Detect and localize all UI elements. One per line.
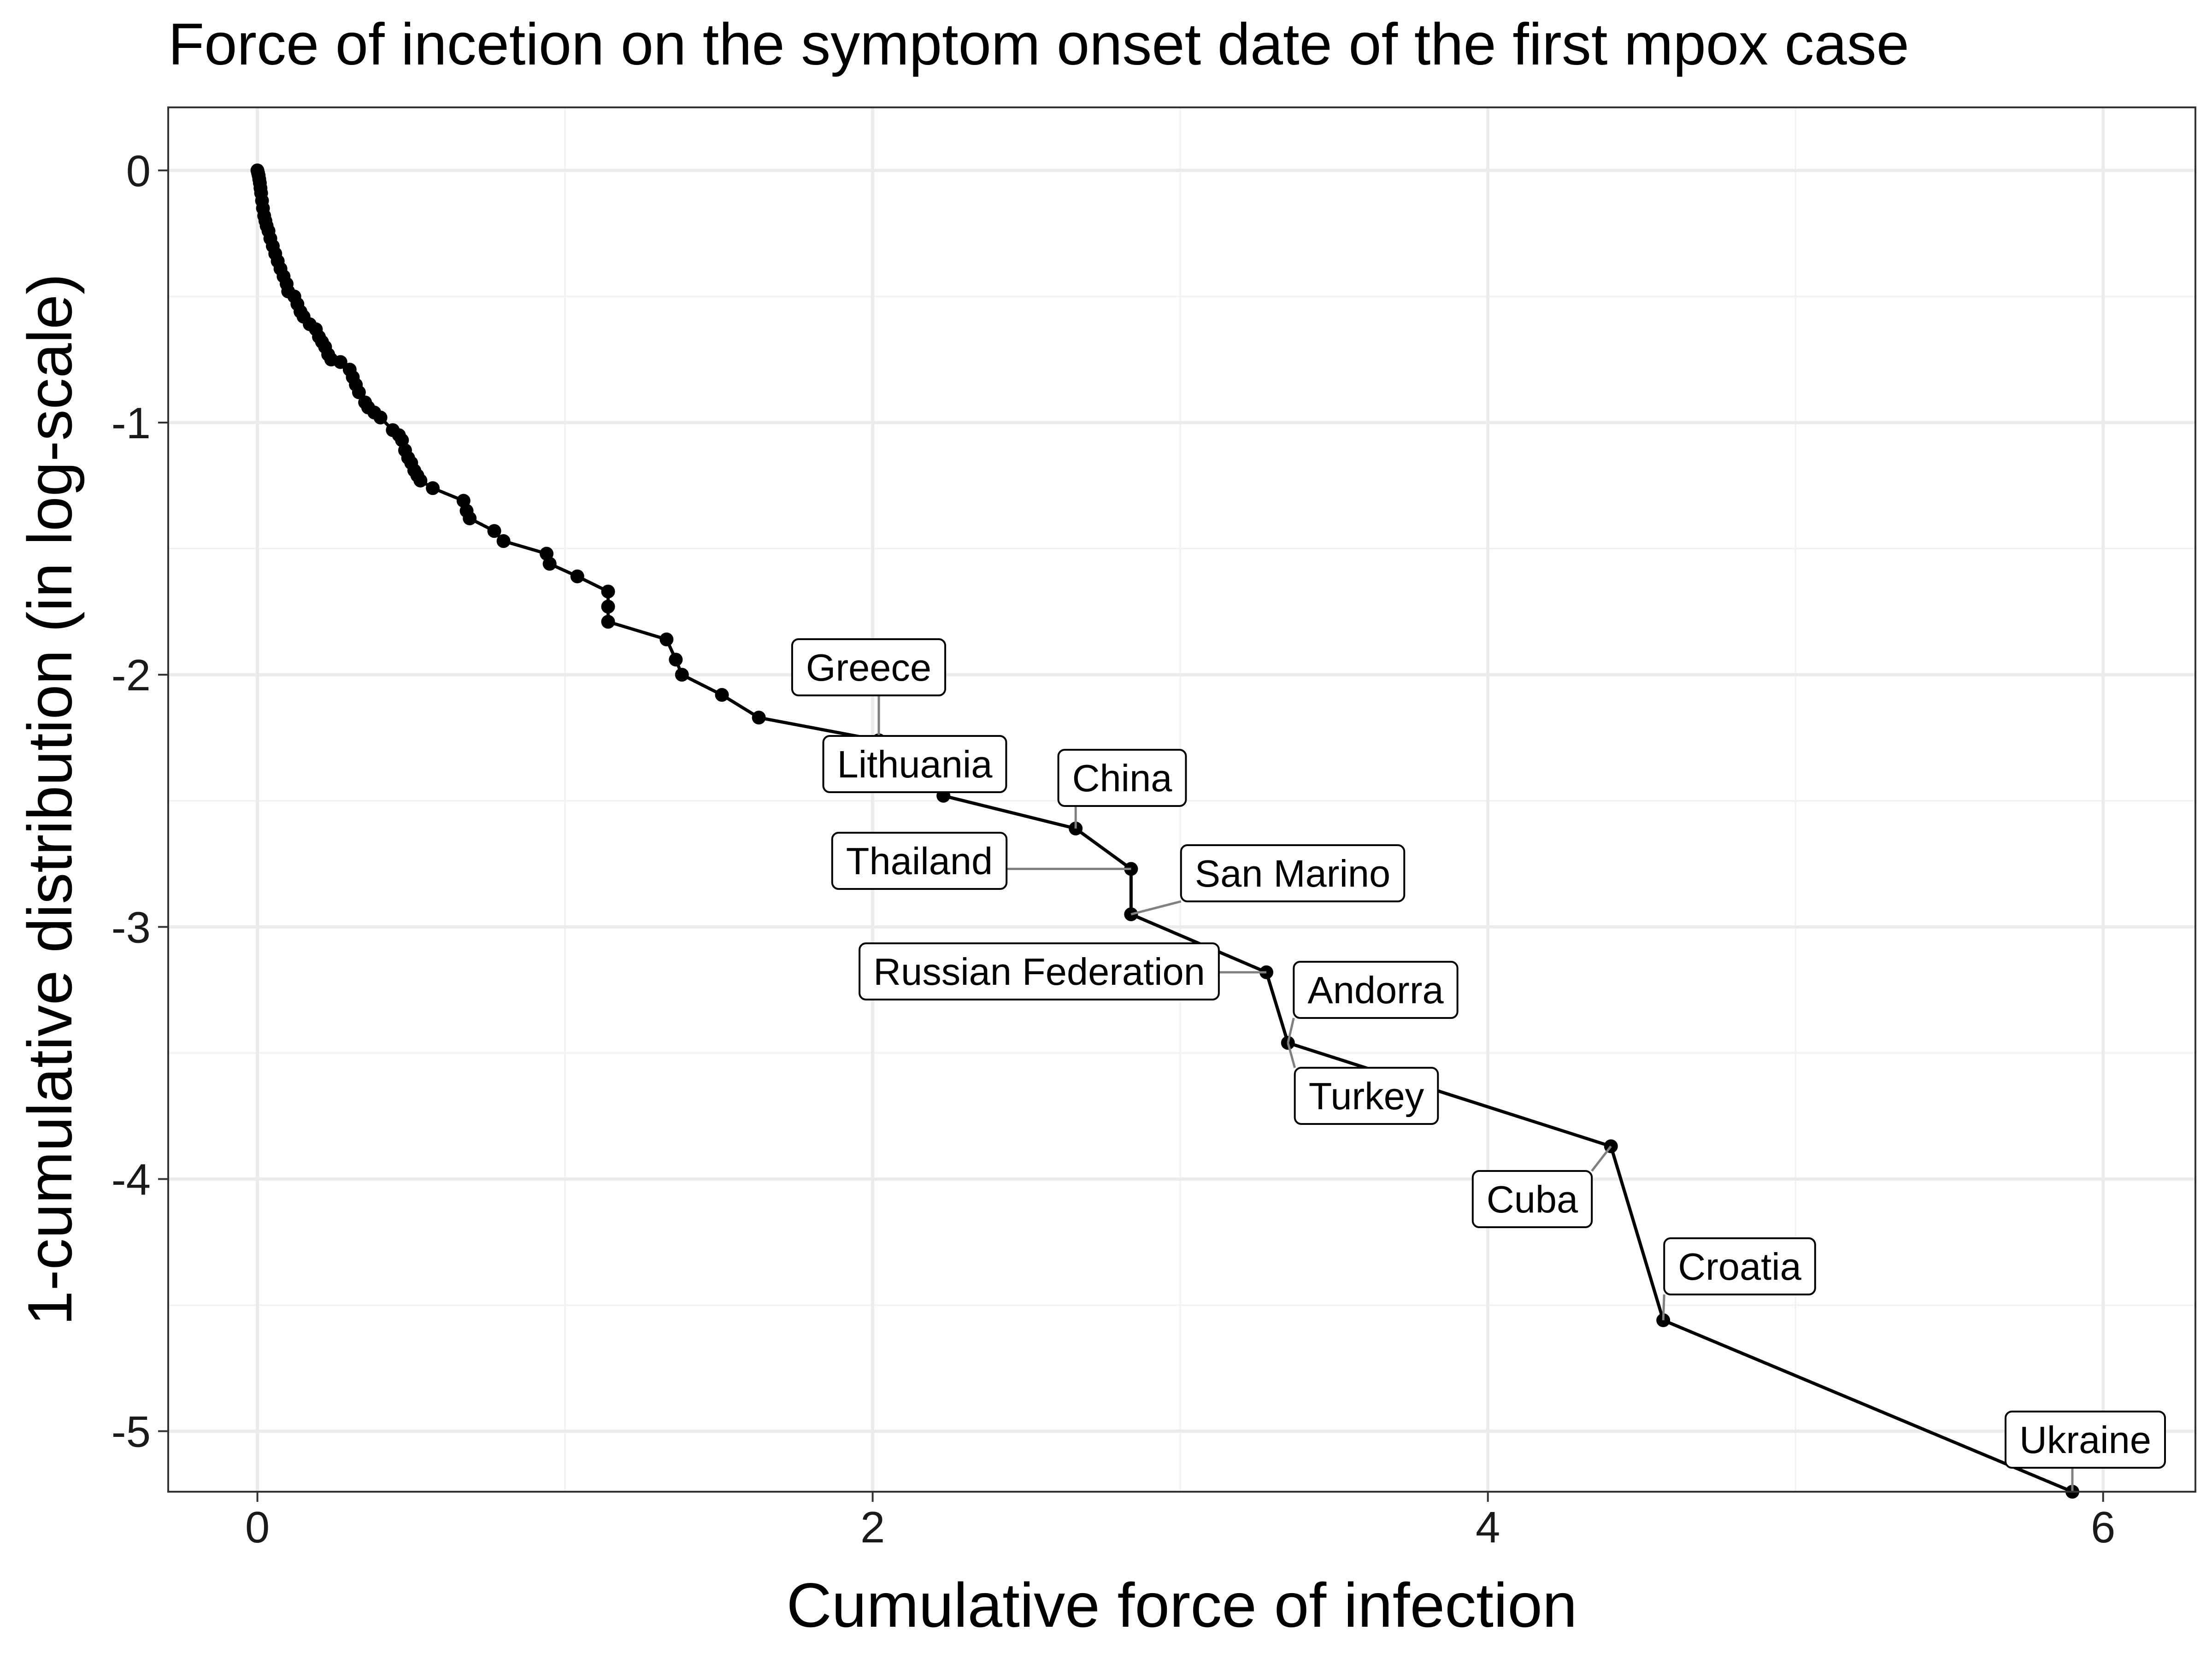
data-point <box>659 632 674 647</box>
panel-border <box>167 106 2196 1493</box>
country-label: Russian Federation <box>859 942 1267 1000</box>
x-tick-label: 4 <box>1476 1503 1500 1552</box>
label-connector <box>1287 1042 1296 1068</box>
y-tick-label: 0 <box>126 147 151 196</box>
data-point <box>333 355 347 369</box>
data-point <box>601 615 615 629</box>
data-point <box>542 557 557 571</box>
y-tick-label: -4 <box>112 1155 151 1205</box>
country-label: Greece <box>791 638 947 741</box>
country-label: San Marino <box>1130 844 1406 916</box>
data-point <box>487 524 501 538</box>
label-text: Cuba <box>1487 1178 1578 1221</box>
x-tick-label: 2 <box>860 1503 885 1552</box>
y-tick-label: -5 <box>112 1407 151 1457</box>
label-box <box>1293 961 1459 1019</box>
chart-title: Force of incetion on the symptom onset d… <box>168 12 1909 77</box>
label-text: Turkey <box>1309 1075 1424 1118</box>
data-point <box>426 481 440 495</box>
country-label: Ukraine <box>2004 1411 2166 1492</box>
country-label: Thailand <box>831 832 1131 890</box>
label-box <box>859 942 1220 1000</box>
label-connector <box>1130 900 1182 916</box>
label-connector <box>1591 1145 1612 1172</box>
label-box <box>1471 1170 1593 1228</box>
label-text: Croatia <box>1678 1245 1801 1288</box>
data-point <box>373 411 388 425</box>
x-tick-label: 6 <box>2091 1503 2115 1552</box>
label-text: San Marino <box>1195 852 1390 895</box>
country-labels: Greece Lithuania China Thailand San Marino Ru… <box>791 638 2166 1492</box>
y-tick-label: -1 <box>112 399 151 448</box>
country-label: Andorra <box>1287 961 1459 1043</box>
data-point <box>601 584 615 599</box>
x-tick-label: 0 <box>245 1503 270 1552</box>
label-text: Lithuania <box>837 743 993 786</box>
data-point <box>675 668 689 682</box>
label-box <box>2004 1411 2166 1469</box>
data-point <box>570 569 584 583</box>
axes: 0 2 4 6 0 -1 -2 -3 -4 -5 <box>112 147 2116 1552</box>
y-tick-label: -3 <box>112 903 151 952</box>
x-axis-title: Cumulative force of infection <box>787 1570 1577 1640</box>
label-connector <box>1287 1018 1295 1043</box>
series-layer <box>250 163 2079 1499</box>
data-point <box>601 600 615 614</box>
data-point <box>669 653 683 667</box>
data-point <box>715 688 729 702</box>
label-text: Greece <box>806 646 931 689</box>
y-axis-title: 1-cumulative distribution (in log-scale) <box>15 274 85 1326</box>
label-box <box>1294 1067 1439 1125</box>
label-box <box>1180 844 1406 902</box>
country-label: Lithuania <box>822 735 1007 793</box>
label-box <box>831 832 1008 890</box>
country-label: China <box>1057 749 1187 829</box>
data-point <box>496 534 511 548</box>
country-label: Croatia <box>1662 1237 1816 1321</box>
country-label: Cuba <box>1471 1145 1612 1228</box>
label-box <box>1057 749 1187 807</box>
label-text: China <box>1072 757 1173 800</box>
data-point <box>463 511 477 525</box>
label-box <box>791 638 947 696</box>
data-point <box>752 711 766 725</box>
label-text: Andorra <box>1307 969 1444 1012</box>
label-text: Russian Federation <box>873 950 1205 993</box>
label-box <box>1663 1237 1816 1295</box>
gridlines <box>168 107 2195 1492</box>
label-box <box>822 735 1007 793</box>
label-connector <box>1662 1294 1665 1321</box>
label-text: Ukraine <box>2019 1418 2151 1461</box>
y-tick-label: -2 <box>112 651 151 700</box>
data-point <box>352 385 366 400</box>
data-point <box>413 473 428 488</box>
country-label: Turkey <box>1287 1042 1439 1125</box>
label-text: Thailand <box>846 840 993 882</box>
